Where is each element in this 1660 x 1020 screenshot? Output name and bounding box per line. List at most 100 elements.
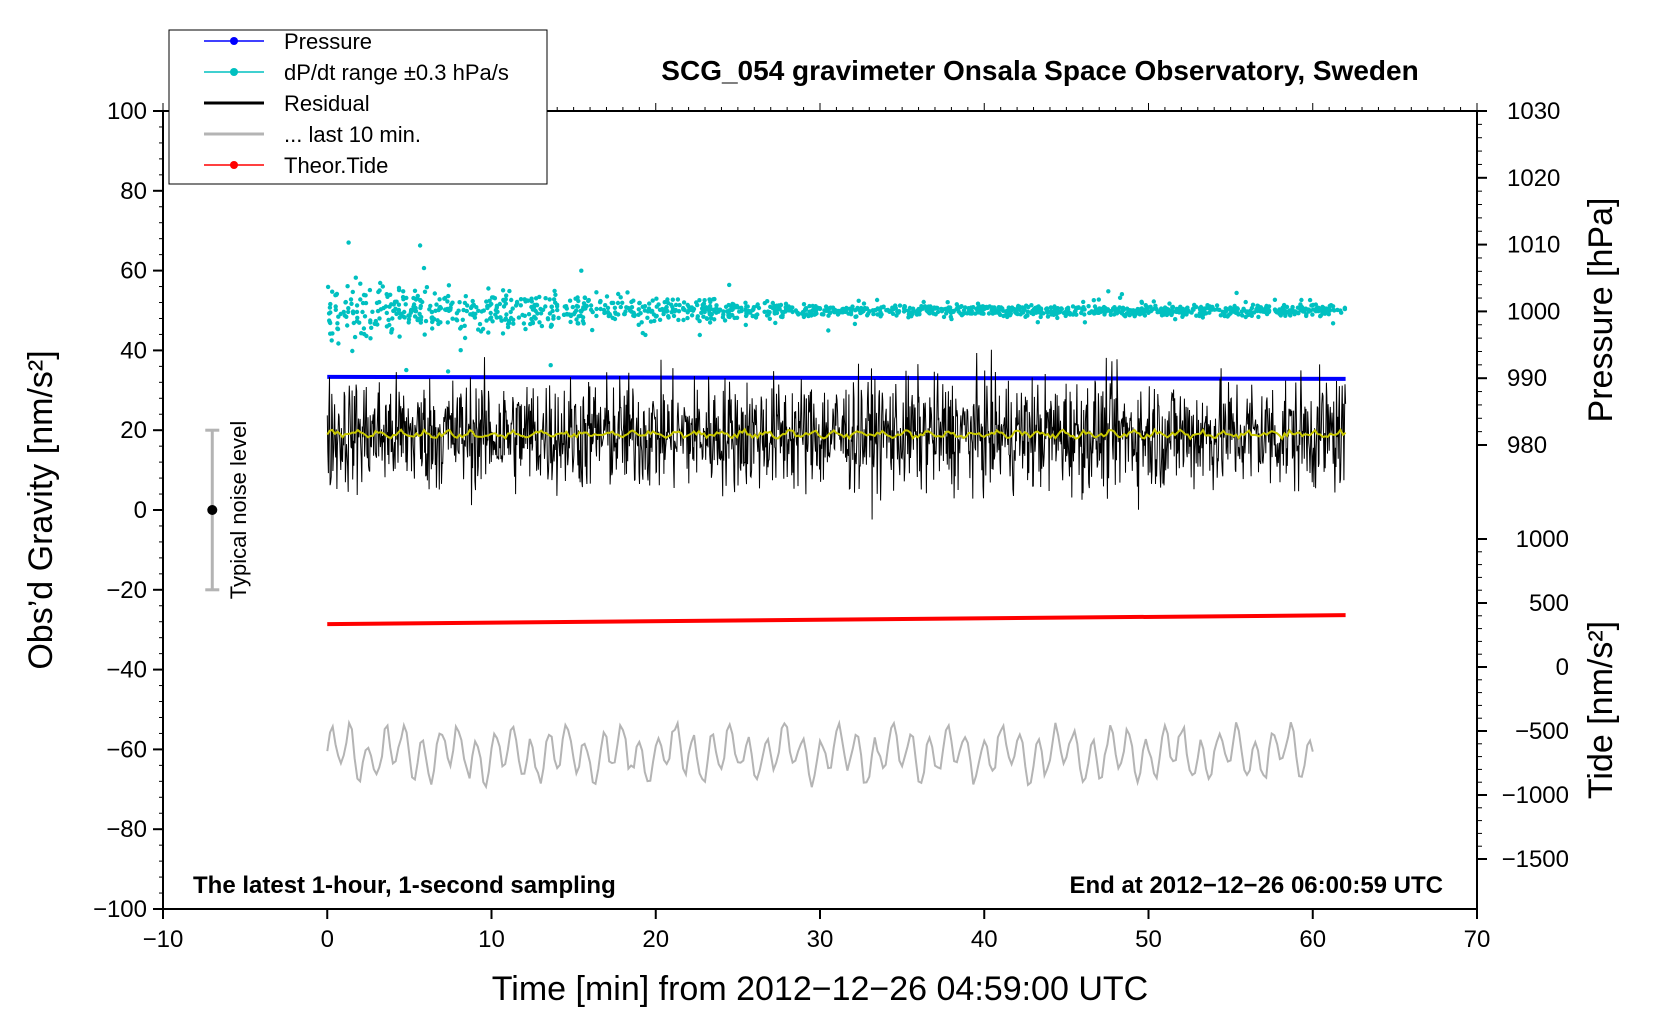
dpdt-point	[567, 298, 573, 303]
dpdt-point	[375, 308, 381, 314]
dpdt-point	[504, 293, 509, 298]
legend-label: dP/dt range ±0.3 hPa/s	[284, 60, 509, 85]
dpdt-point	[854, 314, 859, 319]
dpdt-point	[532, 302, 537, 308]
dpdt-point	[385, 294, 390, 299]
dpdt-point	[344, 314, 349, 319]
dpdt-point	[586, 297, 591, 303]
series-last-10-min-line	[326, 719, 1314, 790]
dpdt-point	[430, 319, 435, 325]
dpdt-point	[380, 284, 385, 289]
dpdt-point	[429, 309, 435, 315]
dpdt-point	[958, 304, 963, 310]
dpdt-point	[507, 288, 512, 294]
dpdt-point	[417, 243, 423, 248]
dpdt-point	[1173, 317, 1178, 322]
dpdt-point	[442, 296, 447, 301]
dpdt-point	[739, 305, 744, 310]
dpdt-point	[916, 309, 922, 315]
dpdt-point	[472, 315, 478, 320]
dpdt-point	[427, 307, 432, 312]
dpdt-point	[576, 314, 581, 319]
dpdt-point	[424, 285, 430, 290]
dpdt-point	[450, 300, 455, 305]
x-tick-label: 50	[1135, 926, 1162, 953]
dpdt-point	[435, 318, 440, 323]
dpdt-point	[1106, 289, 1111, 294]
dpdt-point	[846, 311, 851, 316]
y-tick-label: −100	[93, 896, 147, 923]
dpdt-point	[978, 304, 983, 309]
dpdt-point	[783, 301, 789, 306]
dpdt-point	[328, 310, 333, 315]
dpdt-point	[343, 300, 348, 305]
dpdt-point	[841, 306, 846, 312]
dpdt-point	[437, 297, 442, 302]
dpdt-point	[897, 303, 903, 308]
dpdt-point	[1108, 312, 1114, 317]
dpdt-point	[652, 318, 657, 324]
dpdt-point	[961, 308, 967, 313]
noise-bar-center-dot	[207, 505, 218, 515]
dpdt-point	[727, 314, 732, 320]
dpdt-point	[647, 301, 652, 306]
dpdt-point	[1232, 307, 1237, 313]
dpdt-point	[1280, 305, 1285, 310]
dpdt-point	[530, 320, 536, 326]
pressure-tick-label: 1010	[1507, 232, 1560, 259]
dpdt-point	[390, 316, 395, 321]
dpdt-point	[1210, 306, 1215, 311]
dpdt-point	[786, 304, 791, 309]
dpdt-point	[1183, 311, 1189, 316]
dpdt-point	[748, 310, 753, 315]
dpdt-point	[377, 299, 382, 305]
dpdt-point	[697, 298, 702, 303]
dpdt-point	[1005, 310, 1010, 315]
dpdt-point	[359, 331, 364, 336]
dpdt-point	[817, 306, 822, 311]
dpdt-point	[363, 293, 368, 298]
dpdt-point	[645, 315, 650, 320]
dpdt-point	[539, 323, 545, 329]
dpdt-point	[422, 332, 427, 337]
dpdt-point	[640, 330, 645, 336]
dpdt-point	[412, 288, 418, 293]
dpdt-point	[675, 297, 681, 302]
dpdt-point	[361, 326, 367, 331]
dpdt-point	[657, 317, 663, 322]
dpdt-point	[1313, 309, 1319, 314]
dpdt-point	[386, 317, 391, 323]
dpdt-point	[549, 322, 554, 327]
dpdt-point	[354, 309, 360, 315]
dpdt-point	[396, 302, 402, 307]
dpdt-point	[1186, 308, 1191, 313]
dpdt-point	[835, 312, 841, 317]
dpdt-point	[1091, 298, 1097, 303]
dpdt-point	[654, 313, 659, 319]
dpdt-point	[508, 309, 513, 315]
dpdt-point	[377, 288, 382, 293]
dpdt-point	[604, 294, 610, 299]
dpdt-point	[1135, 306, 1140, 312]
dpdt-point	[1082, 320, 1088, 325]
dpdt-point	[954, 302, 959, 307]
pressure-tick-label: 1020	[1507, 165, 1560, 192]
dpdt-point	[855, 305, 860, 311]
dpdt-point	[1126, 312, 1132, 317]
dpdt-point	[1086, 304, 1091, 309]
dpdt-point	[1029, 310, 1034, 315]
dpdt-point	[799, 311, 805, 316]
dpdt-point	[1045, 314, 1051, 319]
dpdt-point	[896, 309, 902, 314]
pressure-tick-label: 990	[1507, 365, 1547, 392]
dpdt-point	[1057, 309, 1063, 315]
dpdt-point	[1080, 307, 1085, 313]
dpdt-point	[926, 309, 931, 314]
dpdt-point	[1161, 312, 1167, 317]
x-tick-label: 10	[478, 926, 505, 953]
dpdt-point	[514, 300, 520, 306]
dpdt-point	[1289, 308, 1295, 314]
dpdt-point	[417, 311, 422, 317]
dpdt-point	[1119, 292, 1125, 297]
series-pressure-line	[327, 374, 1346, 381]
